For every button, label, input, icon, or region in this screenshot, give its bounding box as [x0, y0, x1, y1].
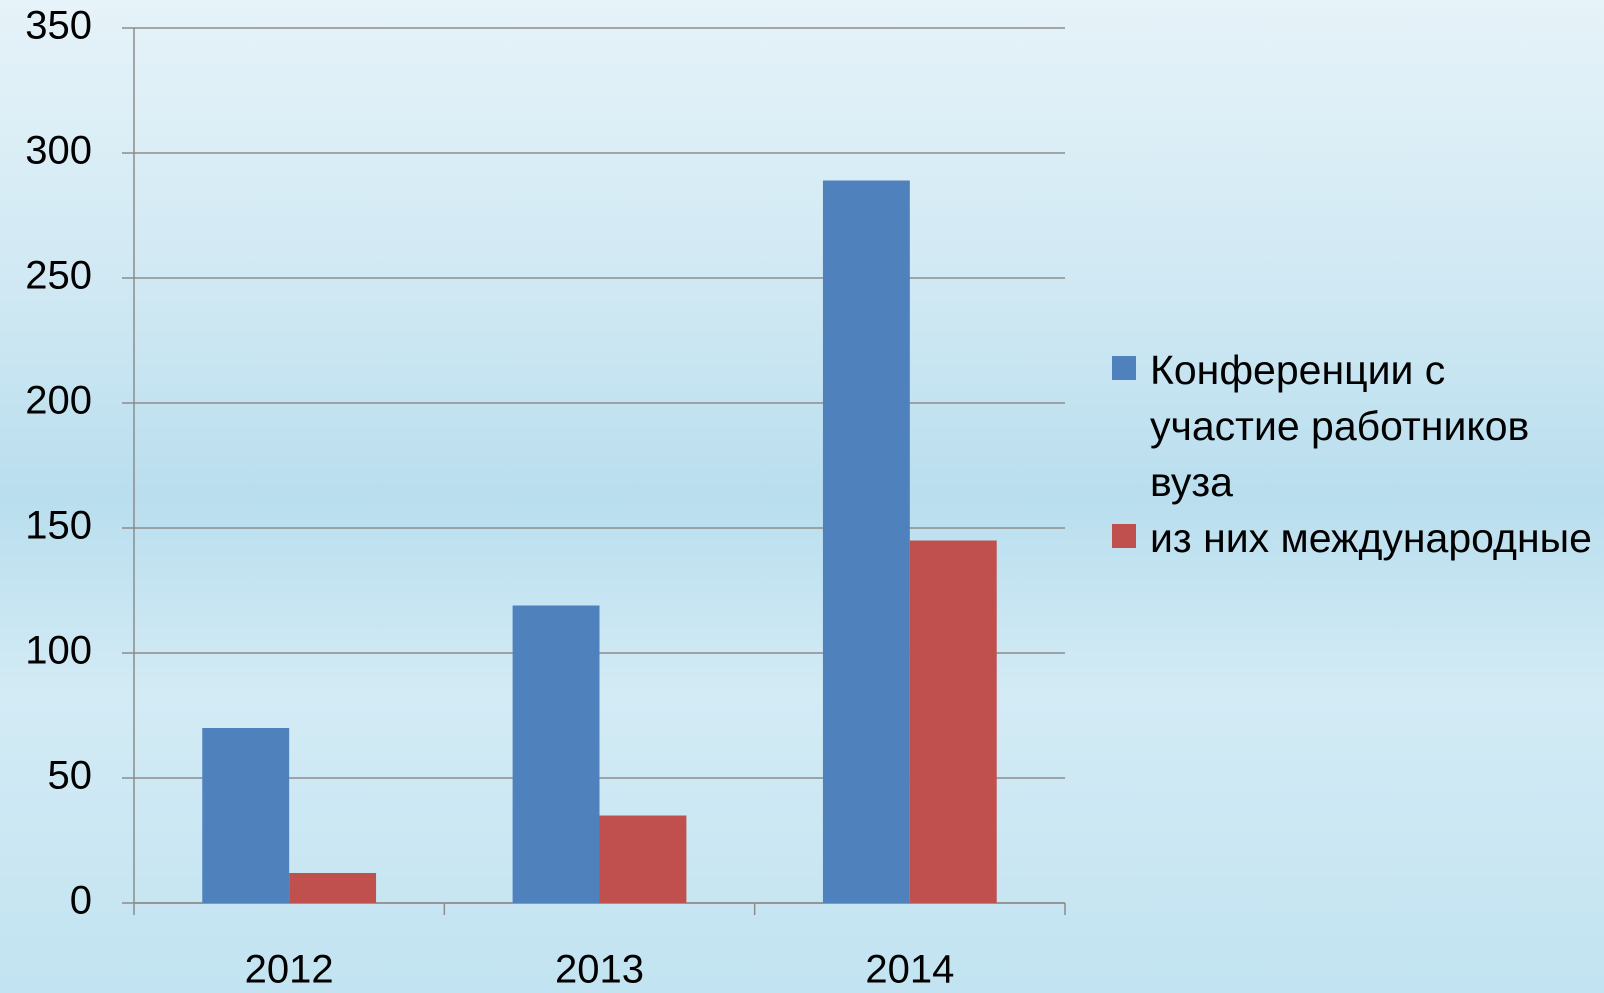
legend-label: из них международные: [1150, 515, 1592, 561]
x-tick-label: 2012: [245, 948, 334, 992]
y-tick-label: 100: [25, 629, 92, 673]
y-tick-label: 300: [25, 129, 92, 173]
bar: [512, 605, 600, 903]
legend-swatch: [1112, 524, 1136, 548]
legend-swatch: [1112, 356, 1136, 380]
x-tick-label: 2014: [865, 948, 954, 992]
bar: [599, 815, 687, 903]
y-tick-label: 200: [25, 379, 92, 423]
bar: [202, 728, 290, 903]
legend: Конференции с участие работников вуза из …: [1112, 342, 1592, 566]
bar: [822, 180, 910, 903]
legend-item: из них международные: [1112, 510, 1592, 566]
legend-label: Конференции с участие работников вуза: [1150, 347, 1530, 505]
y-tick-label: 250: [25, 254, 92, 298]
y-tick-label: 150: [25, 504, 92, 548]
bar: [909, 540, 997, 903]
bar: [289, 873, 377, 903]
y-tick-label: 350: [25, 4, 92, 48]
y-tick-label: 50: [48, 754, 93, 798]
y-tick-label: 0: [70, 879, 92, 923]
x-tick-label: 2013: [555, 948, 644, 992]
legend-item: Конференции с участие работников вуза: [1112, 342, 1592, 510]
